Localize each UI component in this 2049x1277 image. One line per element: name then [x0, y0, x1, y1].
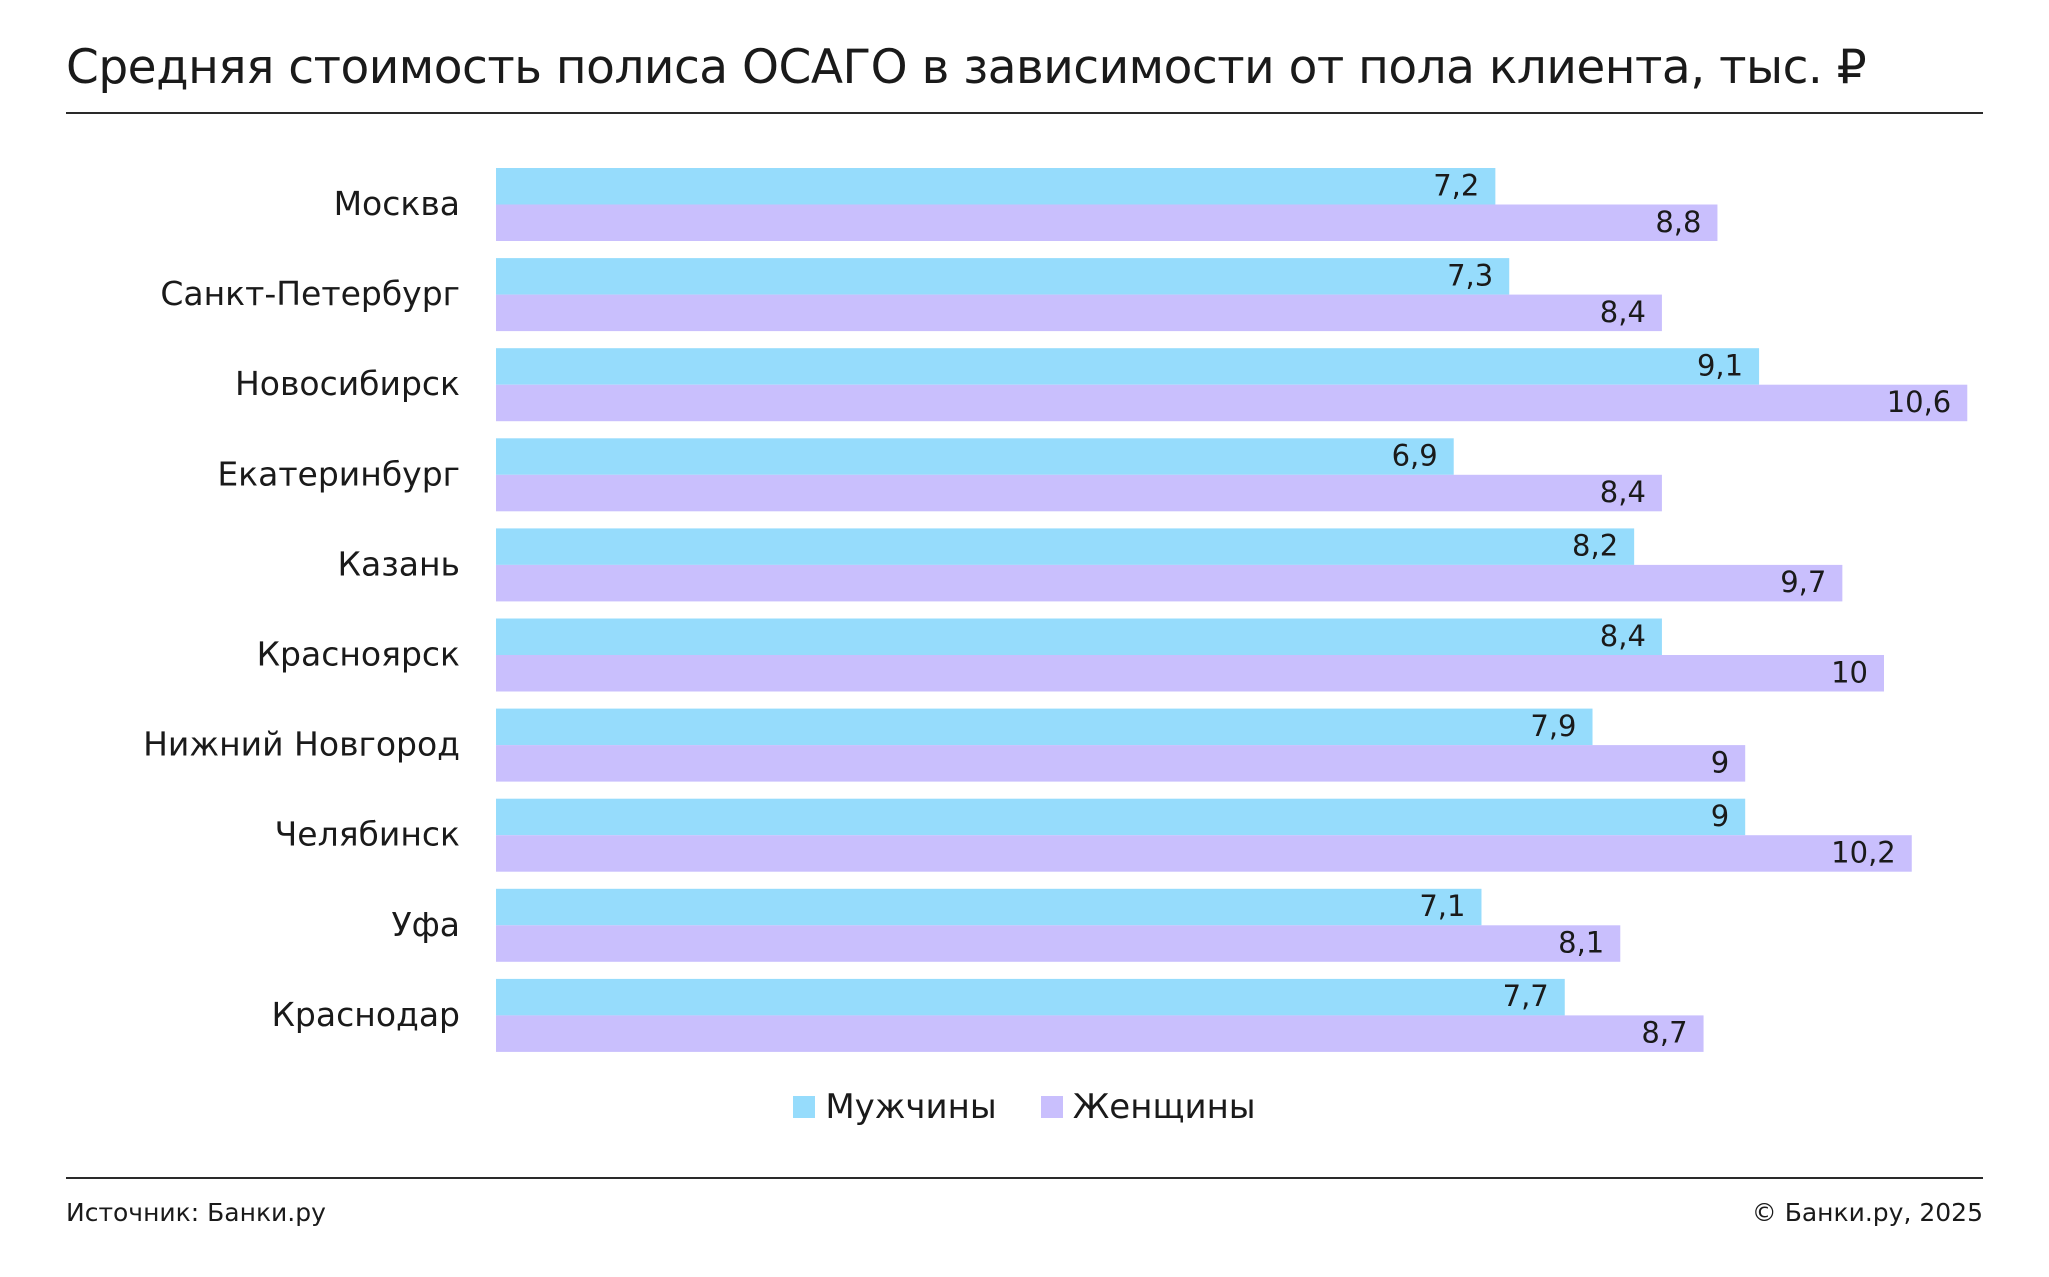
bar-men	[496, 438, 1454, 475]
category-label: Краснодар	[272, 995, 461, 1034]
legend-item-men: Мужчины	[793, 1087, 997, 1127]
bar-value-label-men: 9	[1711, 799, 1729, 833]
bar-value-label-men: 7,1	[1419, 889, 1465, 923]
bar-value-label-women: 10	[1831, 655, 1868, 689]
bar-value-label-women: 8,4	[1600, 475, 1646, 509]
bar-value-label-women: 8,8	[1655, 205, 1701, 239]
bar-women	[496, 655, 1884, 692]
category-label: Челябинск	[275, 815, 460, 854]
legend-swatch-men	[793, 1096, 816, 1118]
bar-value-label-women: 8,4	[1600, 295, 1646, 329]
footer-divider	[66, 1177, 1983, 1179]
legend-item-women: Женщины	[1040, 1087, 1256, 1127]
bar-men	[496, 798, 1746, 836]
bar-men	[496, 618, 1662, 655]
bar-value-label-men: 8,4	[1600, 619, 1646, 653]
bar-value-label-men: 8,2	[1572, 529, 1618, 563]
bar-value-label-women: 8,1	[1558, 926, 1604, 960]
category-label: Екатеринбург	[217, 454, 460, 493]
legend-label-women: Женщины	[1072, 1087, 1256, 1127]
title-divider	[66, 112, 1983, 114]
bar-value-label-men: 7,9	[1530, 709, 1576, 743]
bar-women	[496, 204, 1718, 241]
category-label: Нижний Новгород	[143, 725, 460, 764]
bar-men	[496, 168, 1496, 205]
bar-women	[496, 835, 1912, 872]
bar-value-label-men: 6,9	[1392, 439, 1438, 473]
bar-women	[496, 564, 1843, 602]
bar-women	[496, 1015, 1704, 1052]
bar-men	[496, 978, 1565, 1016]
category-label: Новосибирск	[235, 364, 460, 403]
legend-swatch-women	[1040, 1096, 1063, 1118]
bar-women	[496, 474, 1662, 512]
bar-value-label-women: 9	[1711, 745, 1729, 779]
bar-women	[496, 384, 1968, 422]
bar-men	[496, 888, 1482, 926]
category-label: Москва	[334, 184, 460, 223]
chart-legend: Мужчины Женщины	[0, 1087, 2049, 1127]
bar-value-label-men: 9,1	[1697, 348, 1743, 382]
bar-value-label-men: 7,7	[1503, 979, 1549, 1013]
bar-women	[496, 745, 1746, 782]
category-label: Красноярск	[257, 635, 460, 674]
category-label: Уфа	[391, 905, 460, 944]
bar-value-label-women: 8,7	[1641, 1016, 1687, 1050]
bar-chart: Москва 7,2 8,8 Санкт-Петербург 7,3 8,4 Новосиб…	[143, 168, 1968, 1052]
category-label: Казань	[338, 544, 460, 583]
category-label: Санкт-Петербург	[160, 274, 460, 313]
bar-value-label-women: 10,6	[1887, 385, 1952, 419]
bar-women	[496, 294, 1662, 332]
legend-label-men: Мужчины	[825, 1087, 997, 1127]
bar-men	[496, 708, 1593, 746]
copyright-note: © Банки.ру, 2025	[1751, 1198, 1983, 1227]
bar-men	[496, 258, 1510, 295]
bar-men	[496, 348, 1760, 385]
source-note: Источник: Банки.ру	[66, 1198, 326, 1227]
bar-value-label-women: 9,7	[1780, 565, 1826, 599]
bar-women	[496, 925, 1621, 962]
bar-men	[496, 528, 1635, 565]
chart-title: Средняя стоимость полиса ОСАГО в зависим…	[66, 40, 1867, 95]
bar-value-label-men: 7,2	[1433, 168, 1479, 202]
bar-value-label-men: 7,3	[1447, 258, 1493, 292]
bar-value-label-women: 10,2	[1831, 835, 1896, 869]
